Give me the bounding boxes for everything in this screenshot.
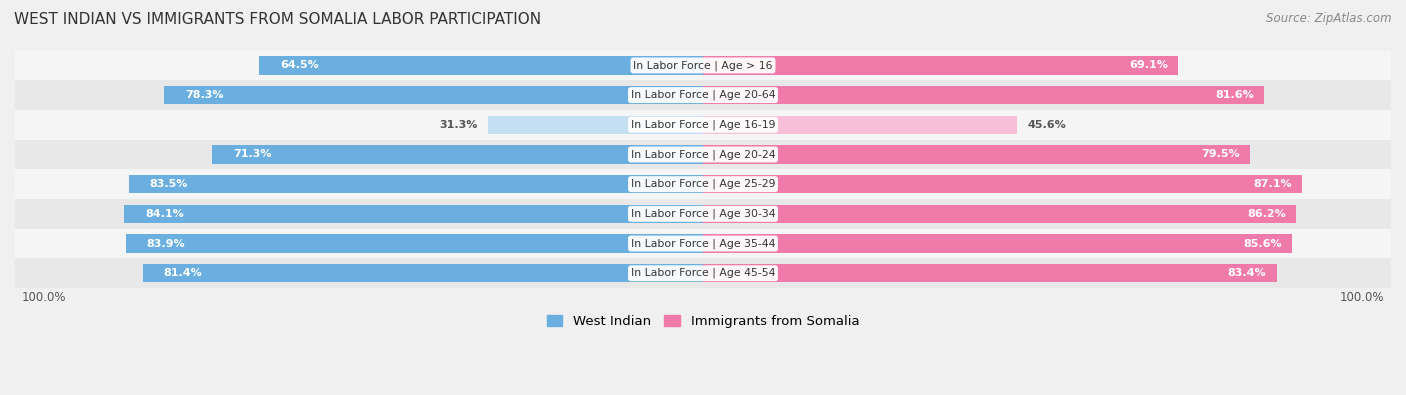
Bar bbox=[124, 205, 703, 223]
Bar bbox=[703, 116, 1017, 134]
Bar bbox=[15, 199, 1391, 229]
Bar bbox=[15, 169, 1391, 199]
Text: 31.3%: 31.3% bbox=[439, 120, 477, 130]
Text: 45.6%: 45.6% bbox=[1026, 120, 1066, 130]
Text: 81.4%: 81.4% bbox=[163, 268, 202, 278]
Bar bbox=[703, 56, 1178, 75]
Bar bbox=[143, 264, 703, 282]
Text: In Labor Force | Age 30-34: In Labor Force | Age 30-34 bbox=[631, 209, 775, 219]
Bar bbox=[703, 175, 1302, 194]
Text: In Labor Force | Age > 16: In Labor Force | Age > 16 bbox=[633, 60, 773, 71]
Bar bbox=[212, 145, 703, 164]
Text: 81.6%: 81.6% bbox=[1215, 90, 1254, 100]
Bar bbox=[15, 229, 1391, 258]
Text: 79.5%: 79.5% bbox=[1201, 149, 1240, 160]
Bar bbox=[128, 175, 703, 194]
Text: 83.9%: 83.9% bbox=[146, 239, 186, 248]
Text: 78.3%: 78.3% bbox=[186, 90, 224, 100]
Text: 100.0%: 100.0% bbox=[22, 292, 66, 305]
Legend: West Indian, Immigrants from Somalia: West Indian, Immigrants from Somalia bbox=[541, 310, 865, 334]
Bar bbox=[15, 51, 1391, 80]
Text: 69.1%: 69.1% bbox=[1129, 60, 1168, 70]
Bar bbox=[259, 56, 703, 75]
Text: 86.2%: 86.2% bbox=[1247, 209, 1285, 219]
Bar bbox=[488, 116, 703, 134]
Bar bbox=[703, 264, 1277, 282]
Bar bbox=[703, 145, 1250, 164]
Text: In Labor Force | Age 45-54: In Labor Force | Age 45-54 bbox=[631, 268, 775, 278]
Bar bbox=[165, 86, 703, 104]
Bar bbox=[15, 258, 1391, 288]
Bar bbox=[15, 80, 1391, 110]
Bar bbox=[703, 205, 1296, 223]
Text: 87.1%: 87.1% bbox=[1253, 179, 1292, 189]
Text: 64.5%: 64.5% bbox=[280, 60, 319, 70]
Text: Source: ZipAtlas.com: Source: ZipAtlas.com bbox=[1267, 12, 1392, 25]
Text: In Labor Force | Age 16-19: In Labor Force | Age 16-19 bbox=[631, 120, 775, 130]
Bar bbox=[15, 139, 1391, 169]
Text: In Labor Force | Age 20-24: In Labor Force | Age 20-24 bbox=[631, 149, 775, 160]
Text: 85.6%: 85.6% bbox=[1243, 239, 1282, 248]
Bar bbox=[703, 234, 1292, 253]
Text: 83.5%: 83.5% bbox=[149, 179, 187, 189]
Text: 100.0%: 100.0% bbox=[1340, 292, 1384, 305]
Text: In Labor Force | Age 25-29: In Labor Force | Age 25-29 bbox=[631, 179, 775, 190]
Text: 83.4%: 83.4% bbox=[1227, 268, 1267, 278]
Text: In Labor Force | Age 20-64: In Labor Force | Age 20-64 bbox=[631, 90, 775, 100]
Text: 84.1%: 84.1% bbox=[145, 209, 184, 219]
Bar bbox=[703, 86, 1264, 104]
Text: WEST INDIAN VS IMMIGRANTS FROM SOMALIA LABOR PARTICIPATION: WEST INDIAN VS IMMIGRANTS FROM SOMALIA L… bbox=[14, 12, 541, 27]
Text: 71.3%: 71.3% bbox=[233, 149, 271, 160]
Text: In Labor Force | Age 35-44: In Labor Force | Age 35-44 bbox=[631, 238, 775, 249]
Bar bbox=[15, 110, 1391, 139]
Bar bbox=[125, 234, 703, 253]
